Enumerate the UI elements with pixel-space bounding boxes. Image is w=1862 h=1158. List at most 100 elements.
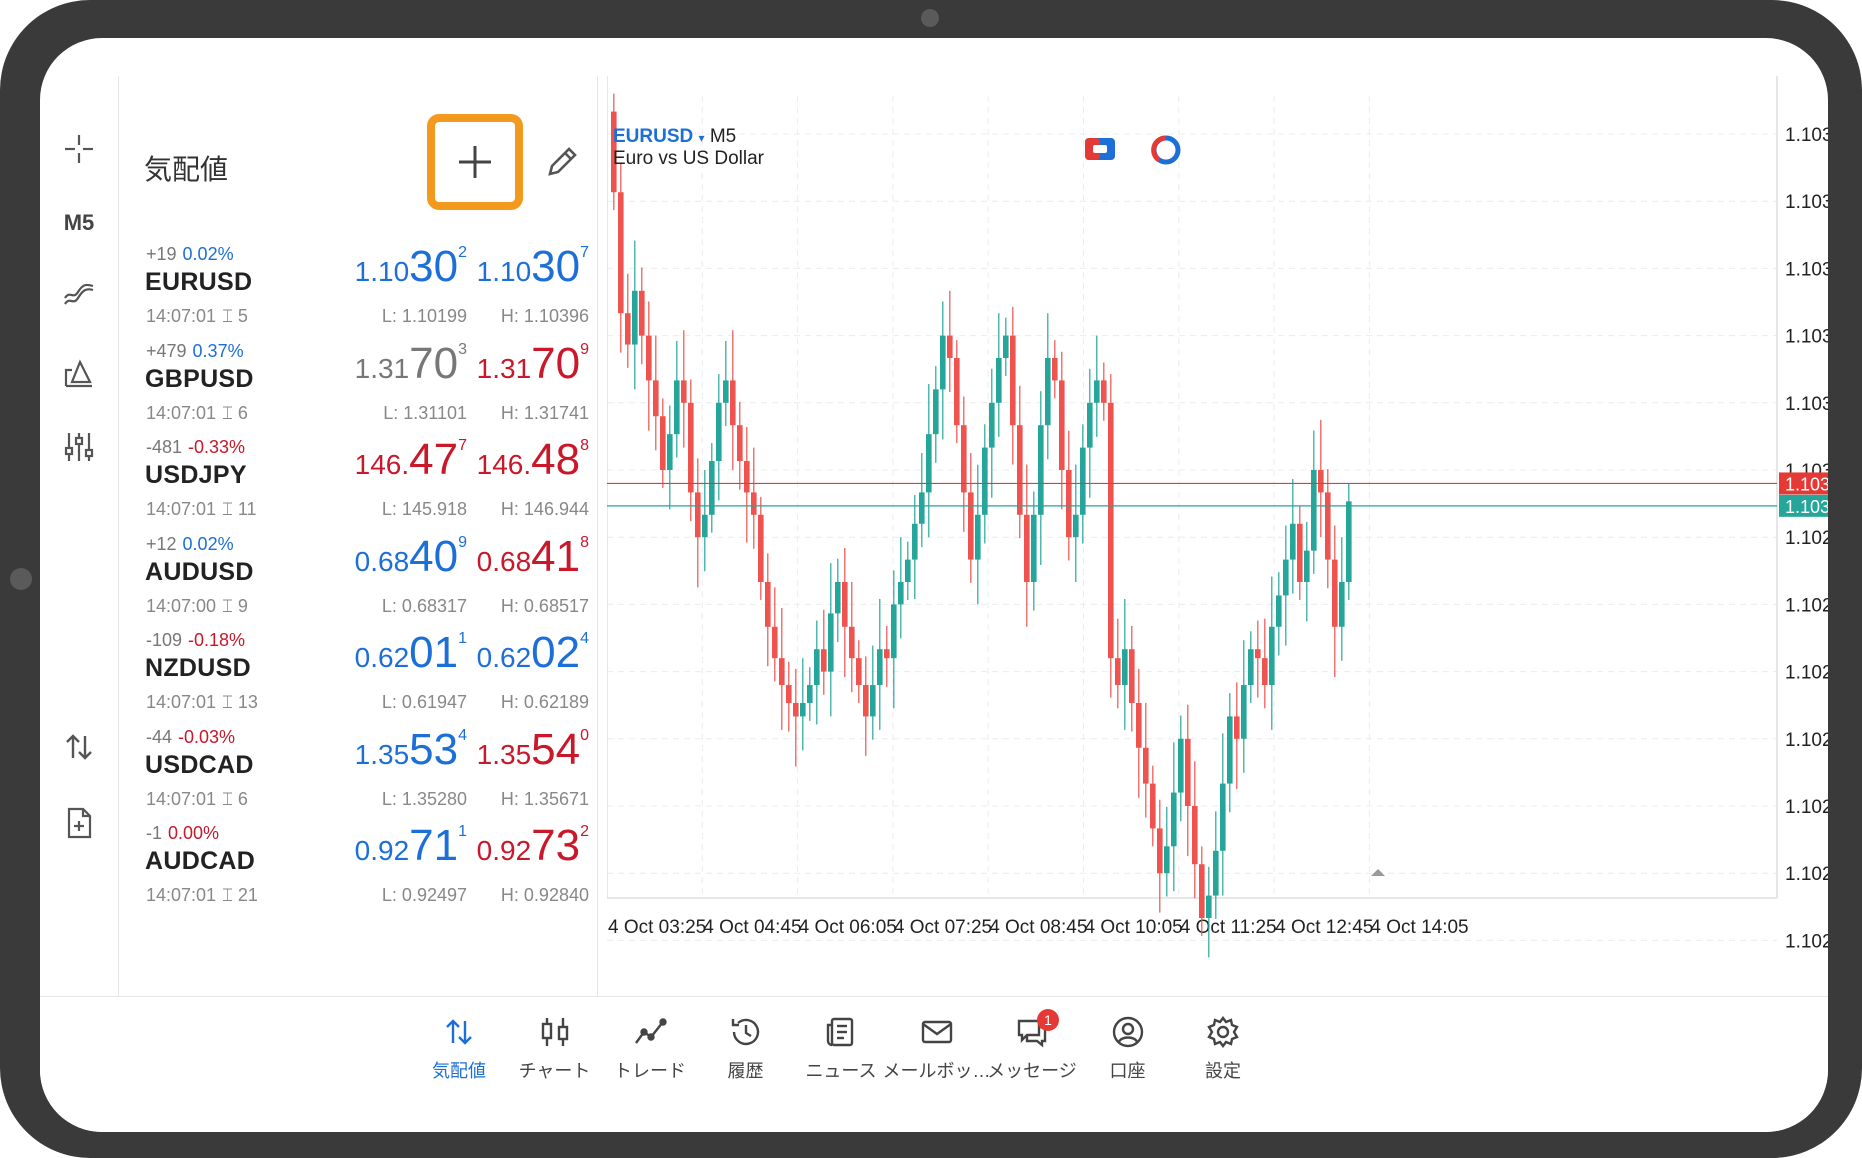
bid-price[interactable]: 0.62011 [354,628,467,677]
candle-body [1311,470,1317,551]
low-price: L: 0.61947 [381,692,467,712]
bid-price[interactable]: 1.31703 [354,338,467,388]
ask-price[interactable]: 0.92732 [476,821,589,870]
change-percent: 0.37% [192,340,244,361]
spread-value: ⌶ 6 [222,402,248,423]
change-points: -44 [146,726,173,747]
candle-body [758,514,764,582]
bid-price[interactable]: 0.68409 [354,531,467,581]
one-click-trade-icon[interactable] [54,722,104,772]
symbol-name: AUDCAD [145,847,256,875]
candle-body [842,582,848,627]
price-chart[interactable]: 1.10385 1.10370 1.10355 1.10340 1.10325 1.103… [607,76,1828,1016]
price-level-label: 1.10355 [1785,259,1828,280]
ask-price[interactable]: 1.10307 [476,242,589,291]
bid-price-label: 1.10302 [1785,497,1828,517]
candle-body [1164,846,1170,874]
time-label: 4 Oct 12:45 [1275,917,1373,938]
ask-price[interactable]: 1.35540 [476,724,589,774]
candle-body [989,402,995,448]
candle-body [1059,380,1065,470]
candle-body [947,335,953,358]
symbol-name: USDJPY [145,461,247,489]
nav-trade[interactable]: トレード [595,1015,705,1095]
time-value: 14:07:01 [146,402,217,423]
nav-chart[interactable]: チャート [500,1015,610,1095]
chart-icon [541,1018,568,1046]
candle-body [940,335,946,390]
nav-account[interactable]: 口座 [1073,1015,1183,1095]
crosshair-icon[interactable] [54,124,104,174]
add-symbol-button[interactable] [427,114,523,210]
quote-time: 14:07:00 ⌶ 9 [146,596,248,617]
symbol-row-nzdusd[interactable]: -109 -0.18% NZDUSD 14:07:01 ⌶ 13 0.62011 0.620… [119,614,597,729]
candle-body [1206,895,1212,918]
high-price: H: 1.35671 [500,788,589,809]
chart-canvas[interactable]: 1.10385 1.10370 1.10355 1.10340 1.10325 1.103… [607,76,1828,1016]
nav-news[interactable]: ニュース [786,1015,896,1095]
nav-mailbox[interactable]: メールボッ… [882,1015,992,1095]
nav-quotes[interactable]: 気配値 [404,1015,514,1095]
candle-body [919,492,925,524]
candle-body [926,434,932,493]
ask-price-tag [1779,472,1828,495]
price-level-label: 1.10340 [1785,327,1828,348]
candle-body [1262,658,1268,686]
quote-time: 14:07:01 ⌶ 11 [146,499,257,520]
ask-price[interactable]: 0.68418 [476,531,589,581]
symbol-row-usdcad[interactable]: -44 -0.03% USDCAD 14:07:01 ⌶ 6 1.35534 1.35540… [119,711,597,826]
price-level-label: 1.10265 [1785,663,1828,684]
time-value: 14:07:01 [146,692,217,712]
objects-icon[interactable] [54,348,104,398]
symbol-row-audcad[interactable]: -1 0.00% AUDCAD 14:07:01 ⌶ 21 0.92711 0.92732 L… [119,807,597,922]
edit-list-button[interactable] [542,142,582,182]
chart-symbol-title[interactable]: EURUSD ▾ M5 [613,126,737,147]
home-button[interactable] [10,568,32,590]
symbol-row-eurusd[interactable]: +19 0.02% EURUSD 14:07:01 ⌶ 5 1.10302 1.10307 L… [119,228,597,343]
new-order-icon[interactable] [54,798,104,848]
candle-body [1108,402,1114,659]
candle-body [891,604,897,659]
change-percent: 0.02% [182,244,234,264]
change-points: -109 [146,630,183,650]
chart-settings-icon[interactable] [54,422,104,472]
mailbox-icon [921,1020,952,1044]
nav-history[interactable]: 履歴 [691,1015,801,1095]
candle-body [1304,550,1310,582]
ask-price[interactable]: 1.31709 [476,338,589,388]
bid-price[interactable]: 0.92711 [354,821,467,870]
indicators-icon[interactable] [54,272,104,322]
candle-body [786,685,792,703]
quote-time: 14:07:01 ⌶ 6 [146,403,248,424]
bid-price[interactable]: 1.10302 [354,242,467,291]
symbol-row-audusd[interactable]: +12 0.02% AUDUSD 14:07:00 ⌶ 9 0.68409 0.68418 L… [119,518,597,633]
chart-symbol[interactable]: EURUSD [613,126,694,147]
candle-body [1129,649,1135,703]
candle-body [1185,738,1191,806]
candle-body [779,658,785,686]
nav-messages[interactable]: メッセージ 1 [977,1009,1087,1095]
nav-settings[interactable]: 設定 [1168,1015,1278,1095]
nav-label: 口座 [1109,1061,1146,1081]
candle-body [1332,559,1338,627]
camera-dot [921,9,939,27]
time-value: 14:07:01 [146,885,217,905]
time-value: 14:07:00 [146,595,217,616]
ask-price[interactable]: 146.488 [476,435,589,484]
candle-body [653,380,659,417]
symbol-row-gbpusd[interactable]: +479 0.37% GBPUSD 14:07:01 ⌶ 6 1.31703 1.31709… [119,325,597,440]
candle-body [1192,806,1198,865]
time-value: 14:07:01 [146,306,217,326]
symbol-row-usdjpy[interactable]: -481 -0.33% USDJPY 14:07:01 ⌶ 11 146.477 146.4… [119,421,597,536]
change-percent: -0.33% [188,437,246,457]
time-label: 4 Oct 10:05 [1085,917,1183,938]
candle-body [730,380,736,426]
candle-body [772,626,778,659]
ask-price[interactable]: 0.62024 [476,628,589,677]
bid-price[interactable]: 146.477 [354,435,467,484]
timeframe-button[interactable]: M5 [54,198,104,248]
candle-body [737,425,743,462]
app-screen: M5 気配値 [40,38,1828,1132]
bid-price[interactable]: 1.35534 [354,724,467,774]
price-level-label: 1.10250 [1785,730,1828,751]
